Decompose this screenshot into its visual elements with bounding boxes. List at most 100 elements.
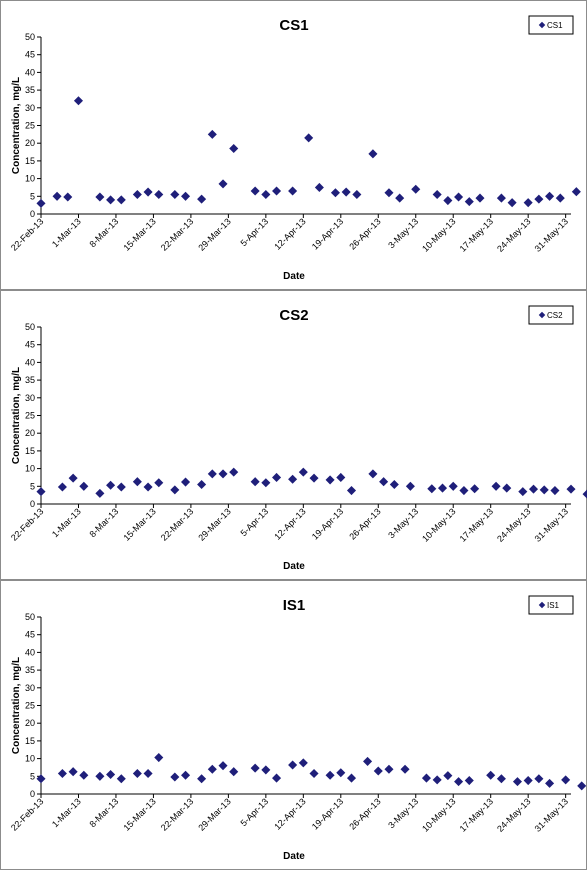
data-point [400,764,410,774]
chart-panel-cs2: CS2 0 5 10 15 20 25 30 35 40 45 50 22-Feb-13 1-Mar-13… [0,290,587,580]
data-point [132,477,142,487]
data-point [459,486,469,496]
data-point [250,477,260,487]
x-tick-label: 17-May-13 [458,216,495,253]
data-point [143,482,153,492]
x-axis-label: Date [283,271,305,282]
y-tick-label: 45 [25,630,35,640]
y-tick-label: 5 [30,771,35,781]
data-point [555,193,565,203]
data-point [470,484,480,494]
data-point [68,767,78,777]
data-point [363,756,373,766]
legend-label: CS1 [547,21,563,30]
x-tick-label: 10-May-13 [420,216,457,253]
data-point [197,480,207,490]
x-tick-label: 29-Mar-13 [196,796,232,832]
legend-box [528,595,574,615]
y-tick-label: 25 [25,701,35,711]
data-point [229,467,239,477]
y-tick-label: 0 [30,209,35,219]
data-point [545,778,555,788]
y-tick-label: 0 [30,789,35,799]
data-point [389,480,399,490]
x-tick-label: 5-Apr-13 [238,796,270,828]
y-axis-label: Concentration, mg/L [11,657,22,754]
data-point [170,190,180,200]
y-tick-label: 45 [25,340,35,350]
data-point [464,197,474,207]
data-point [68,473,78,483]
data-point [272,773,282,783]
data-point [36,198,46,208]
data-point [218,469,228,479]
chart-title: CS1 [279,17,308,34]
data-point [528,484,539,494]
y-axis-label: Concentration, mg/L [11,367,22,464]
y-tick-label: 15 [25,446,35,456]
y-tick-label: 40 [25,67,35,77]
x-tick-label: 17-May-13 [458,796,495,833]
data-point [523,776,533,786]
legend-box [528,15,574,35]
data-point [116,482,126,492]
y-tick-label: 35 [25,665,35,675]
chart-svg: CS2 0 5 10 15 20 25 30 35 40 45 50 22-Feb-13 1-Mar-13… [9,305,587,572]
data-point [288,474,298,484]
data-point [207,764,217,774]
x-tick-label: 26-Apr-13 [347,216,382,251]
data-point [330,188,340,198]
data-point [79,770,89,780]
data-point [272,472,282,482]
data-point [512,777,522,787]
data-point [229,143,239,154]
x-tick-label: 22-Mar-13 [159,216,195,252]
data-point [491,481,501,491]
x-tick-label: 31-May-13 [533,506,570,543]
y-axis-label: Concentration, mg/L [11,77,22,174]
data-point [154,190,164,200]
y-tick-label: 15 [25,736,35,746]
y-tick-label: 25 [25,411,35,421]
data-point [336,768,346,778]
data-point [36,774,46,784]
data-point [368,469,378,479]
chart-panel-cs1: CS1 0 5 10 15 20 25 30 35 40 45 50 22-Feb-13 1-Mar-13… [0,0,587,290]
data-point [154,753,164,763]
y-tick-label: 35 [25,85,35,95]
x-axis-label: Date [283,851,305,862]
x-tick-label: 19-Apr-13 [310,506,345,541]
x-tick-label: 3-May-13 [386,216,420,250]
y-tick-label: 50 [25,32,35,42]
data-point [298,758,308,768]
data-point [143,768,153,778]
data-point [288,186,298,196]
data-point [502,483,512,493]
y-tick-label: 5 [30,191,35,201]
y-tick-label: 20 [25,138,35,148]
data-point [170,772,180,782]
x-tick-label: 22-Feb-13 [9,216,45,252]
data-point [250,186,260,196]
data-point [346,773,357,783]
x-tick-label: 31-May-13 [533,796,570,833]
data-point [421,773,431,783]
x-tick-label: 1-Mar-13 [50,506,83,539]
data-point [218,179,228,189]
x-tick-label: 19-Apr-13 [310,796,345,831]
x-tick-label: 15-Mar-13 [121,506,157,542]
data-point [261,190,271,200]
data-point [534,194,544,204]
x-tick-label: 31-May-13 [533,216,570,253]
x-tick-label: 24-May-13 [495,216,532,253]
data-point [411,184,421,194]
data-point [57,482,67,492]
x-tick-label: 26-Apr-13 [347,506,382,541]
x-tick-label: 26-Apr-13 [347,796,382,831]
data-point [571,187,581,197]
data-point [437,483,448,493]
data-point [143,187,153,197]
y-tick-label: 20 [25,718,35,728]
data-point [181,191,191,201]
y-tick-label: 40 [25,357,35,367]
